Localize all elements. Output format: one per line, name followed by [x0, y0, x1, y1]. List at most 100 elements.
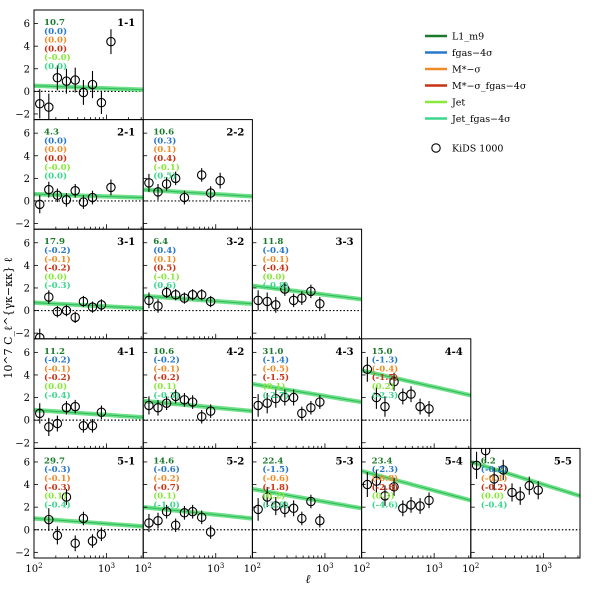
stat-value: (-0.1): [44, 254, 71, 265]
data-point: [187, 397, 198, 407]
panel-content: [34, 29, 144, 120]
data-point: [34, 332, 45, 339]
stat-value: (-0.4): [262, 263, 289, 274]
panel-label: 3-1: [117, 237, 135, 248]
data-point: [389, 482, 399, 492]
model-line: [470, 461, 580, 497]
y-tick-label: 0: [24, 306, 30, 317]
stat-value: 31.0: [262, 347, 283, 357]
data-point: [52, 73, 63, 83]
panel-label: 3-2: [226, 237, 244, 248]
stat-value: (-0.2): [153, 355, 180, 366]
data-point: [153, 515, 163, 526]
y-tick-label: 4: [24, 261, 30, 272]
y-tick-label: 0: [24, 196, 30, 207]
data-point: [507, 487, 517, 498]
stat-value: (-0.4): [372, 363, 399, 374]
stat-value: (-0.3): [44, 464, 71, 475]
stat-value: 10.6: [153, 128, 174, 138]
y-tick-label: 6: [24, 348, 30, 359]
x-tick-label: 103: [535, 562, 552, 575]
stat-value: (-0.1): [44, 363, 71, 374]
stat-value: 15.0: [372, 347, 393, 357]
panel-3-3: 3-311.8(-0.4)(-0.1)(-0.4)(0.0)(-0.8): [251, 228, 363, 340]
model-line: [361, 369, 471, 396]
data-point: [144, 295, 154, 306]
panel-content: [252, 381, 362, 421]
y-tick-label: 2: [24, 174, 30, 185]
panel-content: [252, 282, 362, 313]
panel-5-4: 5-4 23.4(-2.3)(-0.8)(-2.8)(0.3)(-4.6) 102 1…: [353, 447, 472, 575]
data-point: [52, 418, 63, 429]
panel-content: [143, 168, 253, 205]
data-point: [424, 495, 434, 506]
data-point: [297, 513, 307, 524]
model-line: [361, 470, 471, 501]
stat-value: (-0.1): [153, 271, 180, 282]
data-point: [371, 476, 382, 486]
stat-value: (-0.3): [153, 390, 180, 401]
data-point: [70, 75, 80, 85]
stat-value: (0.0): [44, 153, 67, 164]
data-point: [44, 422, 54, 432]
data-point: [280, 284, 290, 294]
y-tick-label: 0: [24, 87, 30, 98]
data-legend-marker: [431, 143, 441, 153]
panel-label: 2-1: [117, 128, 135, 139]
data-point: [205, 296, 216, 307]
stat-value: (-1.5): [262, 372, 289, 383]
x-tick-label: 102: [353, 562, 370, 575]
panel-label: 4-1: [117, 347, 135, 358]
panel-4-3: 4-3 31.0(-1.4)(-0.5)(-1.5)(0.1)(-2.7): [251, 338, 363, 449]
panel-label: 5-5: [554, 456, 572, 467]
stat-value: (-0.1): [262, 254, 289, 265]
stat-value: (0.0): [44, 26, 67, 37]
axes-labels: 10^7 C_ℓ^{γκ−κκ} ℓ ℓ: [2, 257, 311, 586]
y-tick-label: 2: [24, 503, 30, 514]
model-line: [143, 506, 253, 519]
panel-2-2: 2-2 10.6(0.3)(0.1)(0.4)(-0.1)(0.5): [142, 119, 253, 230]
stat-value: (-2.8): [262, 499, 289, 510]
data-point: [161, 287, 172, 298]
stat-value: (0.0): [44, 35, 67, 46]
data-point: [153, 301, 163, 311]
model-line: [34, 409, 144, 418]
x-tick-label: 103: [426, 562, 443, 575]
stat-value: (-0.1): [44, 473, 71, 484]
data-point: [161, 398, 172, 408]
data-point: [196, 412, 207, 422]
data-point: [44, 184, 54, 195]
data-point: [262, 296, 272, 307]
panel-4-2: 4-210.6(-0.2)(-0.1)(-0.2)(0.1)(-0.3): [142, 338, 253, 449]
data-point: [489, 474, 499, 484]
stat-value: (-2.7): [262, 390, 289, 401]
data-point: [205, 527, 216, 537]
stat-value: (-0.1): [153, 363, 180, 374]
stat-value: (-1.5): [372, 372, 399, 383]
data-point: [398, 503, 408, 514]
x-tick-label: 103: [207, 562, 224, 575]
data-point: [52, 530, 63, 541]
y-tick-label: 2: [24, 393, 30, 404]
data-point: [205, 406, 216, 416]
stat-value: (-1.3): [372, 355, 399, 366]
data-point: [196, 289, 207, 300]
y-tick-label: −2: [15, 548, 30, 559]
data-point: [424, 404, 434, 414]
data-point: [406, 389, 416, 399]
data-point: [406, 500, 416, 510]
stat-value: (-0.1): [153, 162, 180, 173]
stat-value: (-0.2): [44, 263, 71, 274]
stat-value: (0.4): [153, 245, 176, 256]
data-point: [315, 299, 325, 309]
stat-value: 6.4: [153, 237, 168, 247]
y-tick-label: 4: [24, 151, 30, 162]
stat-value: (-0.3): [44, 280, 71, 291]
model-line: [252, 488, 362, 509]
stat-value: (-0.7): [153, 482, 180, 493]
stat-value: (-0.3): [44, 482, 71, 493]
data-point: [52, 306, 63, 317]
panel-label: 1-1: [117, 18, 135, 29]
data-point: [61, 195, 72, 205]
